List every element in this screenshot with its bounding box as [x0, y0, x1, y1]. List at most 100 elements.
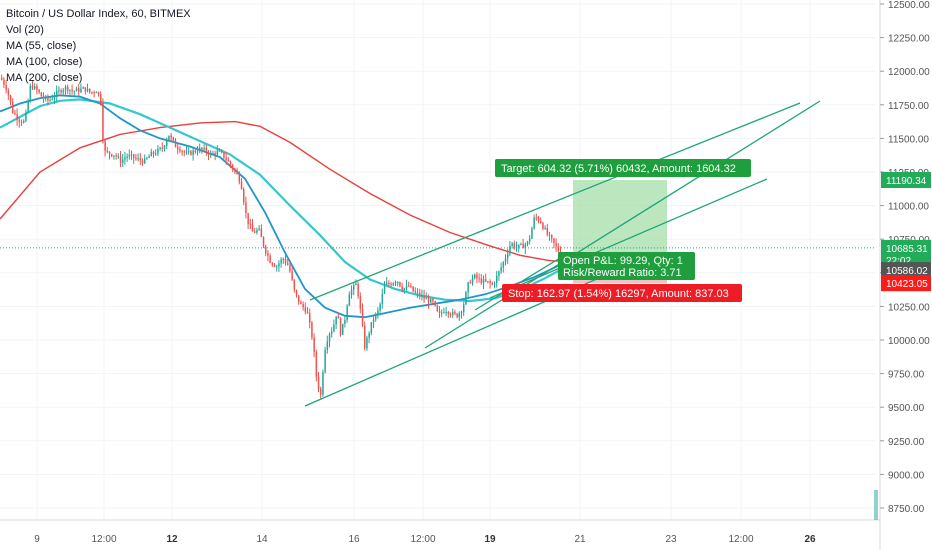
candle-body	[507, 253, 509, 259]
candle-body	[399, 281, 401, 287]
candle-body	[342, 323, 344, 335]
candle-body	[524, 244, 527, 249]
candle-body	[397, 281, 399, 283]
candle-body	[280, 259, 282, 264]
candle-body	[67, 86, 69, 91]
candle-body	[159, 147, 161, 149]
price-tick-label: 9500.00	[888, 403, 925, 414]
candle-body	[102, 102, 104, 141]
candle-body	[276, 266, 278, 268]
candle-body	[544, 228, 546, 230]
candle-body	[381, 293, 384, 305]
candle-body	[401, 286, 403, 291]
candle-body	[410, 286, 412, 288]
candle-body	[478, 278, 480, 280]
time-tick-label: 12:00	[91, 534, 116, 545]
candle-body	[335, 316, 337, 325]
candle-body	[56, 91, 58, 97]
time-tick-label: 19	[484, 534, 496, 545]
candle-body	[480, 278, 483, 284]
candle-body	[25, 112, 27, 121]
candle-body	[254, 231, 256, 233]
candle-body	[394, 282, 397, 284]
candle-body	[392, 283, 395, 286]
candle-body	[210, 153, 212, 156]
candle-body	[526, 241, 529, 245]
price-tag-text: 22:02	[886, 256, 911, 267]
price-axis-tag: 10685.31	[881, 239, 931, 256]
candle-body	[20, 121, 23, 123]
candle-body	[144, 158, 146, 164]
volume-bar	[874, 490, 878, 520]
candle-body	[108, 151, 111, 155]
price-tick-label: 11750.00	[888, 101, 929, 112]
candle-body	[504, 258, 507, 263]
ma55-line	[0, 94, 566, 319]
candle-body	[207, 152, 210, 156]
price-tag-bg	[881, 239, 931, 256]
price-tag-bg	[881, 172, 931, 189]
candle-body	[163, 146, 166, 149]
candle-body	[432, 298, 434, 302]
candle-body	[60, 90, 62, 93]
volume-legend: Vol (20)	[6, 24, 44, 36]
candle-body	[377, 310, 379, 314]
time-tick-label: 16	[348, 534, 360, 545]
candle-body	[515, 247, 518, 249]
candle-body	[155, 153, 157, 155]
candle-body	[188, 151, 190, 153]
candle-body	[465, 292, 467, 305]
candle-body	[122, 159, 124, 164]
open-pl-bg	[558, 252, 695, 280]
candle-body	[124, 157, 126, 160]
candle-body	[425, 298, 428, 300]
candle-body	[177, 147, 179, 150]
candle-body	[104, 140, 106, 151]
candle-body	[38, 89, 40, 93]
candle-body	[346, 305, 348, 320]
candle-body	[45, 96, 47, 99]
candle-body	[344, 319, 346, 324]
candle-body	[300, 302, 302, 305]
candle-body	[89, 88, 91, 93]
candle-body	[454, 311, 456, 314]
candle-body	[179, 149, 181, 152]
candle-body	[223, 151, 225, 158]
candle-body	[36, 86, 38, 90]
candle-body	[78, 88, 80, 92]
stop-label-bg	[502, 284, 742, 302]
stop-label-text: Stop: 162.97 (1.54%) 16297, Amount: 837.…	[508, 288, 729, 300]
candle-body	[317, 376, 320, 389]
candle-body	[476, 274, 478, 279]
candle-body	[445, 311, 447, 313]
candle-body	[533, 217, 535, 229]
candle-body	[40, 92, 43, 97]
candle-body	[463, 304, 465, 313]
candle-body	[117, 156, 120, 158]
candle-body	[370, 322, 373, 334]
candle-body	[262, 236, 265, 247]
candle-body	[542, 223, 544, 229]
target-label-text: Target: 604.32 (5.71%) 60432, Amount: 16…	[501, 163, 736, 175]
candle-body	[531, 228, 533, 239]
candle-body	[75, 88, 78, 92]
candle-body	[496, 275, 498, 284]
price-tick-label: 12500.00	[888, 0, 930, 11]
candle-body	[535, 217, 538, 219]
candle-body	[513, 243, 516, 248]
candle-body	[291, 271, 293, 280]
price-tick-label: 10000.00	[888, 336, 930, 347]
candle-body	[119, 156, 122, 164]
candle-body	[355, 283, 357, 286]
candle-body	[555, 242, 557, 247]
risk-reward-text: Risk/Reward Ratio: 3.71	[563, 267, 682, 279]
price-tick-label: 9000.00	[888, 470, 925, 481]
candle-body	[100, 94, 102, 103]
candle-body	[438, 311, 441, 314]
candle-body	[161, 147, 164, 149]
candle-body	[42, 96, 45, 99]
candle-body	[166, 140, 168, 147]
candle-body	[71, 89, 73, 92]
candle-body	[474, 274, 476, 279]
